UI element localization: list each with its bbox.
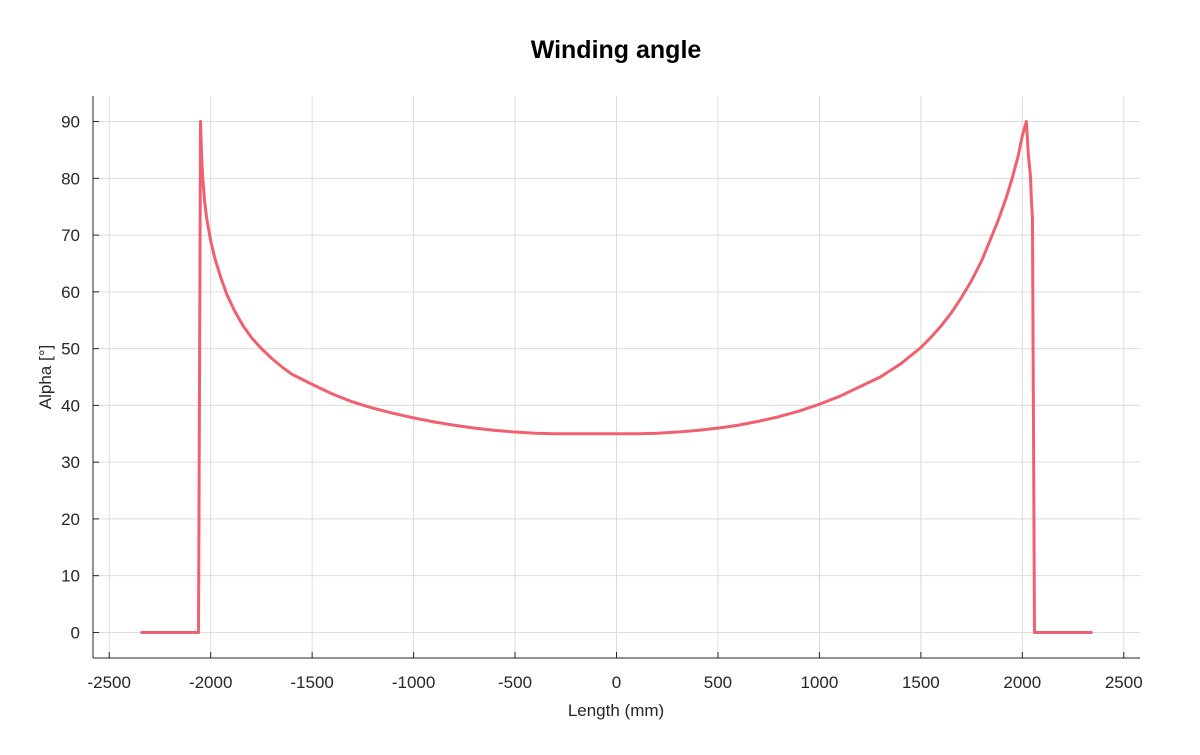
- series-layer: [140, 120, 1093, 634]
- y-tick-label: 40: [61, 396, 80, 415]
- x-tick-label: -2500: [87, 673, 130, 692]
- y-axis-label: Alpha [°]: [36, 345, 55, 409]
- x-tick-label: 2500: [1105, 673, 1143, 692]
- x-tick-label: -1500: [290, 673, 333, 692]
- x-tick-label: -1000: [392, 673, 435, 692]
- x-tick-label: 500: [704, 673, 732, 692]
- axes: [92, 96, 1140, 659]
- y-tick-label: 10: [61, 567, 80, 586]
- y-tick-label: 0: [71, 623, 80, 642]
- x-tick-label: -500: [498, 673, 532, 692]
- y-tick-label: 70: [61, 226, 80, 245]
- y-tick-label: 80: [61, 169, 80, 188]
- x-axis-label: Length (mm): [568, 701, 664, 720]
- series-line: [140, 120, 1093, 634]
- x-tick-label: 0: [612, 673, 621, 692]
- x-tick-label: 1000: [800, 673, 838, 692]
- y-tick-label: 20: [61, 510, 80, 529]
- x-tick-label: 2000: [1003, 673, 1041, 692]
- y-tick-label: 60: [61, 283, 80, 302]
- x-tick-label: 1500: [902, 673, 940, 692]
- grid: [93, 96, 1140, 658]
- x-tick-label: -2000: [189, 673, 232, 692]
- y-tick-label: 50: [61, 340, 80, 359]
- tick-labels: -2500 -2000 -1500 -1000 -500 0 500 1000 1500 2000…: [61, 113, 1143, 692]
- y-tick-label: 90: [61, 113, 80, 132]
- chart-title: Winding angle: [531, 36, 702, 64]
- y-tick-label: 30: [61, 453, 80, 472]
